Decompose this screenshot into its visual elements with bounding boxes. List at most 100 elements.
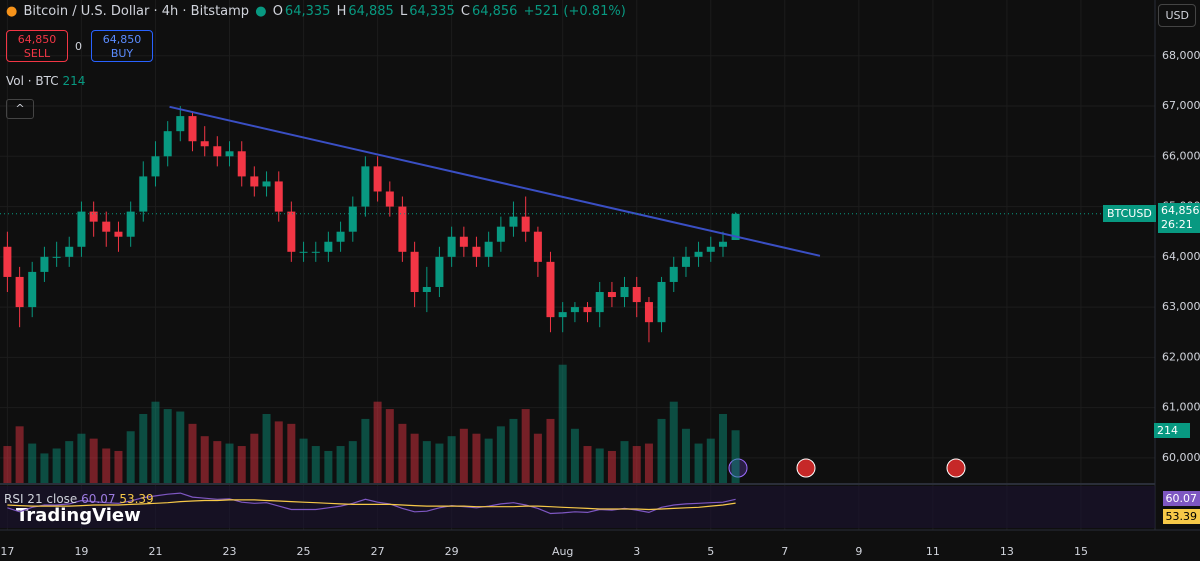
candle-body: [533, 231, 542, 262]
volume-bar: [669, 401, 678, 483]
volume-bar: [163, 409, 172, 483]
candle-body: [151, 156, 160, 177]
candle-body: [324, 241, 333, 252]
sell-button[interactable]: 64,850 SELL: [6, 30, 68, 62]
candle-body: [188, 116, 197, 142]
volume-bar: [373, 401, 382, 483]
spread: 0: [75, 40, 82, 53]
volume-bar: [225, 443, 234, 483]
volume-bar: [484, 438, 493, 483]
y-tick-label: 68,000: [1162, 49, 1200, 62]
volume-bar: [706, 438, 715, 483]
volume-bar: [311, 446, 320, 483]
candle-body: [570, 307, 579, 313]
volume-bar: [583, 446, 592, 483]
buy-text: BUY: [110, 47, 134, 60]
symbol: Bitcoin / U.S. Dollar · 4h · Bitstamp: [23, 4, 250, 19]
volume-bar: [77, 433, 86, 483]
volume-bar: [496, 426, 505, 483]
volume-bar: [558, 364, 567, 483]
candle-body: [521, 216, 530, 232]
rsi-legend: RSI 21 close 60.07 53.39: [4, 492, 154, 506]
y-tick-label: 60,000: [1162, 451, 1200, 464]
volume-bar: [410, 433, 419, 483]
change: +521 (+0.81%): [523, 4, 626, 19]
volume-bar: [299, 438, 308, 483]
event-icon[interactable]: [728, 458, 748, 478]
volume-bar: [126, 431, 135, 483]
volume-bar: [213, 441, 222, 483]
event-flag[interactable]: [946, 458, 966, 478]
volume-bar: [200, 436, 209, 483]
candle-body: [348, 206, 357, 232]
volume-bar: [607, 450, 616, 483]
candle-body: [706, 246, 715, 252]
rsi-ma-value: 53.39: [119, 492, 154, 506]
candle-body: [250, 176, 259, 187]
collapse-button[interactable]: ^: [6, 99, 34, 119]
h-label: H: [336, 4, 347, 19]
volume-bar: [533, 433, 542, 483]
candle-body: [385, 191, 394, 207]
y-tick-label: 63,000: [1162, 300, 1200, 313]
candle-body: [213, 146, 222, 157]
price-tag: 64,856 26:21: [1158, 203, 1200, 233]
volume-bar: [459, 428, 468, 483]
x-tick-label: Aug: [552, 545, 573, 558]
candle-body: [65, 246, 74, 257]
candle-body: [373, 166, 382, 192]
candle-body: [40, 256, 49, 272]
x-tick-label: 3: [633, 545, 640, 558]
x-tick-label: 29: [445, 545, 459, 558]
volume-bar: [632, 446, 641, 483]
rsi-tag: 60.07: [1162, 491, 1200, 506]
candle-body: [644, 302, 653, 323]
l-value: 64,335: [409, 4, 455, 19]
candle-body: [496, 226, 505, 242]
volume-bar: [15, 426, 24, 483]
candle-body: [163, 131, 172, 157]
volume-bar: [28, 443, 37, 483]
candle-body: [126, 211, 135, 237]
candle-body: [694, 251, 703, 257]
volume-bar: [595, 448, 604, 483]
volume-bar: [385, 409, 394, 483]
c-label: C: [460, 4, 470, 19]
candle-body: [361, 166, 370, 207]
candle-body: [558, 312, 567, 318]
candle-body: [435, 256, 444, 287]
l-label: L: [399, 4, 408, 19]
candle-body: [595, 292, 604, 313]
x-tick-label: 21: [148, 545, 162, 558]
countdown: 26:21: [1161, 218, 1193, 231]
status-dot: ●: [255, 4, 267, 19]
volume-bar: [435, 443, 444, 483]
x-tick-label: 13: [1000, 545, 1014, 558]
volume-bar: [274, 421, 283, 483]
x-tick-label: 11: [926, 545, 940, 558]
candle-body: [447, 236, 456, 257]
volume-bar: [287, 423, 296, 483]
volume-bar: [3, 446, 12, 483]
buy-button[interactable]: 64,850 BUY: [91, 30, 153, 62]
currency-button[interactable]: USD: [1158, 4, 1196, 27]
x-tick-label: 27: [371, 545, 385, 558]
candle-body: [311, 251, 320, 253]
candle-body: [620, 286, 629, 298]
volume-bar: [324, 450, 333, 483]
candle-body: [52, 256, 61, 258]
volume-bar: [139, 414, 148, 483]
event-flag[interactable]: [796, 458, 816, 478]
rsi-name: RSI 21 close: [4, 492, 78, 506]
candle-body: [336, 231, 345, 242]
candle-body: [459, 236, 468, 247]
sell-text: SELL: [23, 47, 51, 60]
y-tick-label: 62,000: [1162, 350, 1200, 363]
volume-name: Vol · BTC: [6, 74, 59, 88]
candle-body: [422, 286, 431, 293]
candle-body: [176, 116, 185, 132]
rsi-band: [0, 486, 1155, 528]
candle-body: [114, 231, 123, 237]
volume-value: 214: [62, 74, 86, 88]
buy-price: 64,850: [102, 33, 142, 46]
